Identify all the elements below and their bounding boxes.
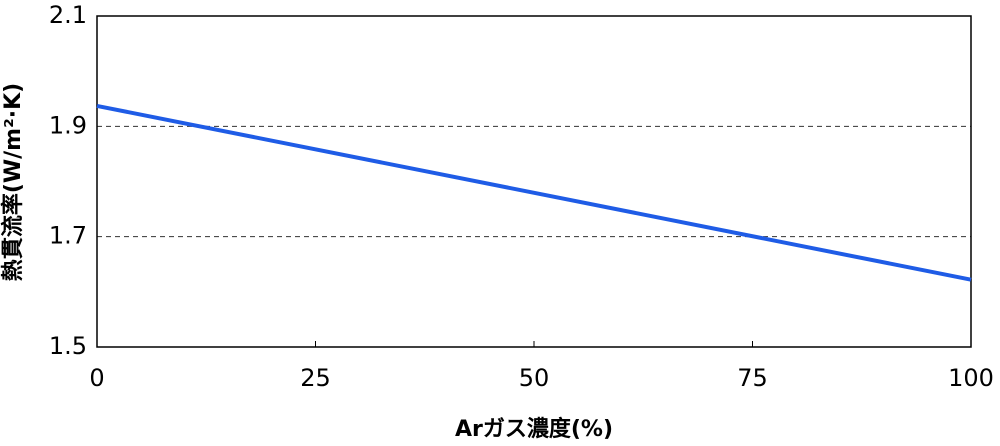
x-tick-label: 50 <box>519 364 550 392</box>
plot-frame <box>96 15 972 348</box>
y-axis-title: 熱貫流率(W/m²·K) <box>0 83 26 281</box>
y-tick-label: 1.7 <box>49 222 87 250</box>
x-axis-title: Arガス濃度(%) <box>455 416 613 442</box>
y-tick-label: 1.5 <box>49 332 87 360</box>
y-tick-label: 1.9 <box>49 111 87 139</box>
y-tick-label: 2.1 <box>49 1 87 29</box>
x-tick-label: 100 <box>948 364 994 392</box>
x-tick-label: 75 <box>737 364 768 392</box>
x-tick-label: 0 <box>89 364 104 392</box>
data-line <box>96 103 972 282</box>
x-tick-label: 25 <box>300 364 331 392</box>
